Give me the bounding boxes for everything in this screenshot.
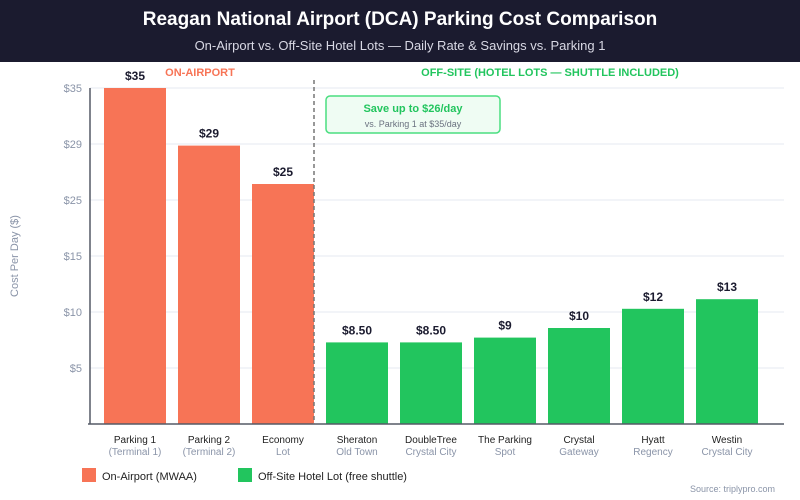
chart-title: Reagan National Airport (DCA) Parking Co… [142, 9, 658, 30]
x-tick-label: Parking 2 [188, 435, 231, 446]
section-label-off-site: OFF-SITE (HOTEL LOTS — SHUTTLE INCLUDED) [421, 67, 679, 79]
x-tick-sublabel: (Terminal 1) [109, 447, 162, 458]
x-tick-label: Hyatt [641, 435, 665, 446]
x-tick-label: Westin [712, 435, 742, 446]
x-tick-sublabel: Crystal City [405, 447, 456, 458]
bar [474, 337, 536, 424]
legend-label-on-airport: On-Airport (MWAA) [102, 471, 197, 483]
data-label: $8.50 [342, 323, 372, 337]
x-tick-sublabel: Old Town [336, 447, 378, 458]
data-label: $12 [643, 290, 663, 304]
source-note: Source: triplypro.com [690, 484, 775, 494]
bar [622, 308, 684, 424]
data-label: $35 [125, 69, 145, 83]
header: Reagan National Airport (DCA) Parking Co… [0, 0, 800, 62]
savings-callout [325, 95, 501, 134]
x-tick-sublabel: Lot [276, 447, 290, 458]
bar [178, 145, 240, 424]
y-tick-label: $10 [64, 307, 82, 319]
y-axis-label: Cost Per Day ($) [9, 215, 21, 297]
savings-callout-title: Save up to $26/day [363, 103, 463, 115]
data-label: $8.50 [416, 323, 446, 337]
x-tick-sublabel: (Terminal 2) [183, 447, 236, 458]
bar [104, 88, 166, 424]
x-tick-label: Sheraton [337, 435, 378, 446]
x-tick-label: Economy [262, 435, 304, 446]
bar [326, 342, 388, 424]
x-tick-sublabel: Gateway [559, 447, 598, 458]
legend-swatch-on-airport [82, 468, 96, 482]
section-label-on-airport: ON-AIRPORT [165, 67, 235, 79]
x-tick-sublabel: Crystal City [701, 447, 752, 458]
data-label: $9 [498, 319, 512, 333]
y-tick-label: $5 [70, 363, 82, 375]
legend-label-off-site: Off-Site Hotel Lot (free shuttle) [258, 471, 407, 483]
data-label: $25 [273, 165, 293, 179]
x-tick-sublabel: Spot [495, 447, 516, 458]
x-tick-label: Crystal [563, 435, 594, 446]
x-tick-label: Parking 1 [114, 435, 157, 446]
bar [400, 342, 462, 424]
legend-swatch-off-site [238, 468, 252, 482]
bar [696, 299, 758, 424]
data-label: $13 [717, 280, 737, 294]
y-tick-label: $15 [64, 251, 82, 263]
x-tick-sublabel: Regency [633, 447, 672, 458]
y-tick-label: $35 [64, 83, 82, 95]
chart-subtitle: On-Airport vs. Off-Site Hotel Lots — Dai… [194, 38, 606, 53]
bar [252, 184, 314, 424]
y-tick-label: $25 [64, 195, 82, 207]
savings-callout-subtitle: vs. Parking 1 at $35/day [365, 119, 462, 129]
y-tick-label: $29 [64, 139, 82, 151]
bar [548, 328, 610, 424]
x-tick-label: The Parking [478, 435, 532, 446]
x-tick-label: DoubleTree [405, 435, 457, 446]
data-label: $10 [569, 309, 589, 323]
data-label: $29 [199, 127, 219, 141]
